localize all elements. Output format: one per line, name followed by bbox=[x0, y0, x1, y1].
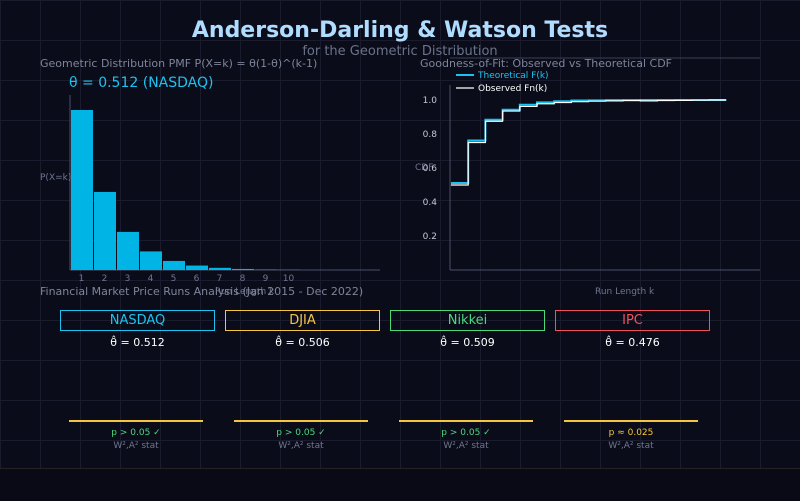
p-value: p ≈ 0.025 bbox=[564, 428, 698, 438]
cdf-chart: CDF Run Length k 0.20.40.60.81.0 Theoret… bbox=[0, 0, 800, 300]
p-value: p > 0.05 ✓ bbox=[234, 428, 368, 438]
legend-entry: Observed Fn(k) bbox=[478, 84, 547, 94]
cdf-y-tick: 0.6 bbox=[423, 164, 438, 174]
stat-label: W²,A² stat bbox=[69, 441, 203, 451]
theta-estimate: θ̂ = 0.509 bbox=[390, 336, 545, 349]
cdf-x-label: Run Length k bbox=[595, 287, 655, 297]
stat-label: W²,A² stat bbox=[399, 441, 533, 451]
p-value: p > 0.05 ✓ bbox=[69, 428, 203, 438]
theta-estimate: θ̂ = 0.476 bbox=[555, 336, 710, 349]
footer-bar bbox=[0, 468, 800, 501]
stat-label: W²,A² stat bbox=[234, 441, 368, 451]
cdf-y-tick: 1.0 bbox=[423, 96, 438, 106]
cdf-y-tick: 0.4 bbox=[423, 198, 438, 208]
index-label-djia: DJIA bbox=[225, 310, 380, 331]
cdf-observed-line bbox=[451, 100, 726, 185]
stat-label: W²,A² stat bbox=[564, 441, 698, 451]
theta-estimate: θ̂ = 0.506 bbox=[225, 336, 380, 349]
index-label-ipc: IPC bbox=[555, 310, 710, 331]
legend-entry: Theoretical F(k) bbox=[477, 71, 549, 81]
cdf-y-tick: 0.8 bbox=[423, 130, 438, 140]
section-title: Financial Market Price Runs Analysis (Ja… bbox=[40, 285, 363, 298]
index-label-nasdaq: NASDAQ bbox=[60, 310, 215, 331]
result-divider bbox=[564, 420, 698, 422]
result-divider bbox=[234, 420, 368, 422]
theta-estimate: θ̂ = 0.512 bbox=[60, 336, 215, 349]
result-divider bbox=[69, 420, 203, 422]
result-divider bbox=[399, 420, 533, 422]
p-value: p > 0.05 ✓ bbox=[399, 428, 533, 438]
index-label-nikkei: Nikkei bbox=[390, 310, 545, 331]
cdf-theoretical-line bbox=[451, 100, 726, 183]
cdf-y-tick: 0.2 bbox=[423, 232, 437, 242]
